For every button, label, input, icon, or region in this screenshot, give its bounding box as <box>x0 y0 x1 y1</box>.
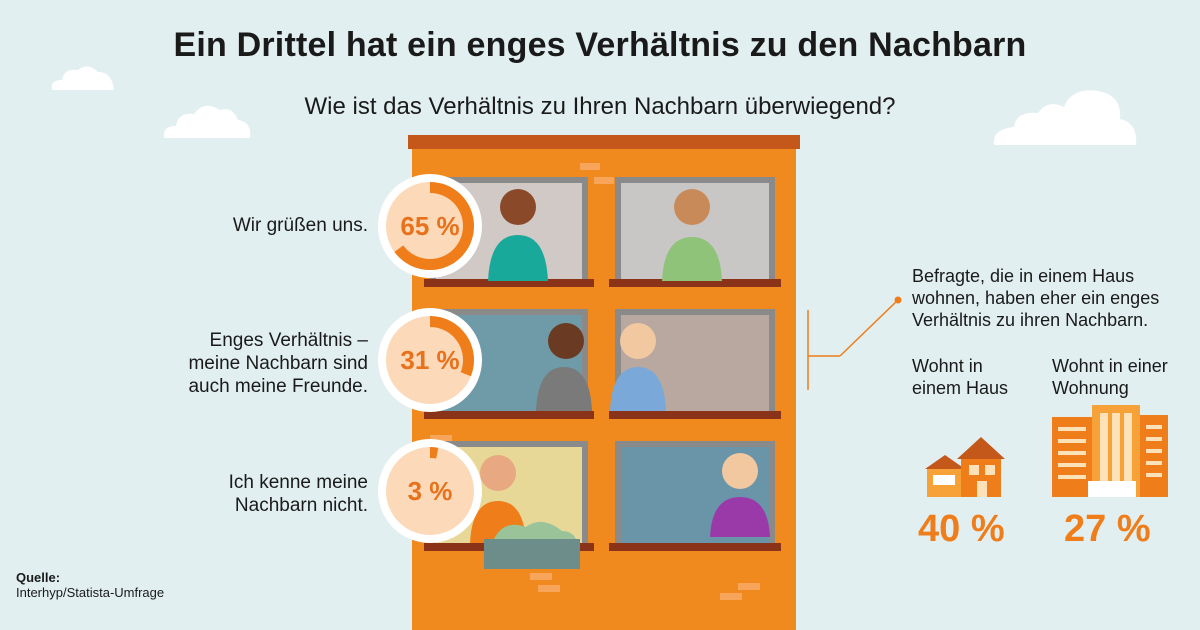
house-icon <box>925 437 1005 497</box>
donut-chart: 65 % <box>375 171 485 286</box>
source-text: Interhyp/Statista-Umfrage <box>16 585 165 600</box>
donut-value-label: 31 % <box>400 345 460 375</box>
page-subtitle: Wie ist das Verhältnis zu Ihren Nachbarn… <box>304 93 896 120</box>
donut-chart: 31 % <box>375 305 485 420</box>
cloud-decoration <box>993 90 1137 145</box>
flat-value: 27 % <box>1064 508 1151 550</box>
house-label: Wohnt in einem Haus <box>912 356 1009 398</box>
donut-value-label: 3 % <box>407 476 453 506</box>
donut-ring <box>378 308 482 412</box>
source-label: Quelle: <box>16 570 61 585</box>
page-title: Ein Drittel hat ein enges Verhältnis zu … <box>173 26 1027 64</box>
flat-label: Wohnt in einer Wohnung <box>1052 356 1168 398</box>
donut-chart: 3 % <box>375 436 485 551</box>
donut-ring <box>378 174 482 278</box>
donut-ring <box>378 439 482 543</box>
apartment-building-icon <box>1052 405 1168 497</box>
answer-label: Ich kenne meine Nachbarn nicht. <box>228 472 368 516</box>
cloud-decoration <box>51 66 114 90</box>
answer-label: Enges Verhältnis – meine Nachbarn sind a… <box>188 330 368 397</box>
answer-label: Wir grüßen uns. <box>232 215 368 236</box>
donut-value-label: 65 % <box>400 211 460 241</box>
comparison-note: Befragte, die in einem Haus wohnen, habe… <box>912 266 1160 330</box>
house-value: 40 % <box>918 508 1005 550</box>
connector-line <box>807 296 902 390</box>
cloud-decoration <box>163 105 251 138</box>
